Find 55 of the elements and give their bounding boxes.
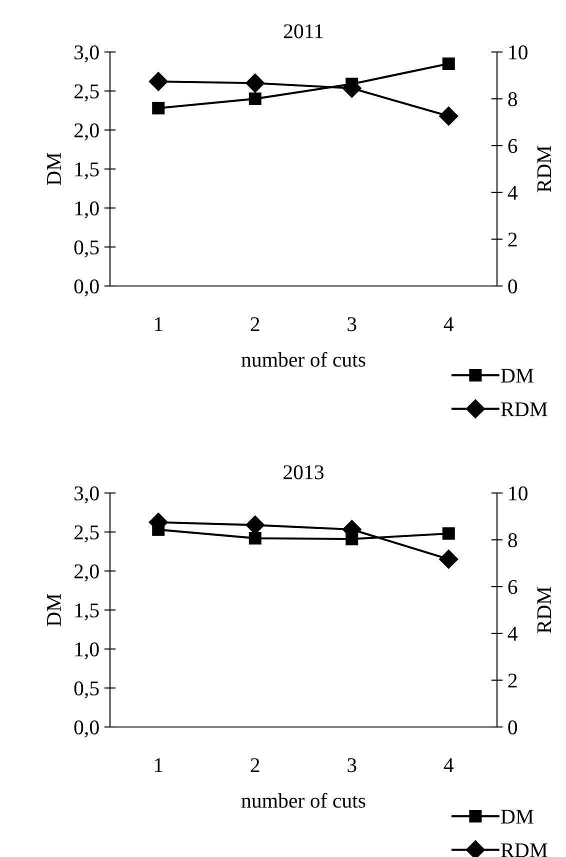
y2-tick-label: 0 xyxy=(508,279,518,294)
x-tick-label: 4 xyxy=(444,758,454,772)
y-tick-label: 1,0 xyxy=(75,642,99,660)
point xyxy=(442,527,455,540)
y2-tick-label: 8 xyxy=(508,533,518,548)
x-tick-label: 3 xyxy=(348,758,356,772)
y2-tick-label: 0 xyxy=(508,720,518,734)
y-tick-label: 1,0 xyxy=(75,201,99,218)
x-tick-label: 1 xyxy=(155,758,162,772)
y-tick-label: 3,0 xyxy=(74,486,99,504)
y2-tick-label: 6 xyxy=(508,580,518,594)
legend-label: RDM xyxy=(501,402,548,416)
y-tick-label: 1,5 xyxy=(75,603,99,620)
x-tick-label: 4 xyxy=(444,317,454,332)
chart-title: 2013 xyxy=(284,465,324,480)
y-tick-label: 2,5 xyxy=(74,84,99,102)
y-tick-label: 1,5 xyxy=(75,162,99,180)
y-axis-title: DM xyxy=(47,594,61,626)
y-tick-label: 3,0 xyxy=(74,45,99,62)
legend-label: DM xyxy=(501,368,534,383)
y2-tick-label: 4 xyxy=(508,186,518,200)
y-tick-label: 0,0 xyxy=(74,720,99,738)
y-axis-title: DM xyxy=(47,152,61,186)
y2-axis-title: RDM xyxy=(537,146,552,192)
legend-label: RDM xyxy=(501,843,548,857)
x-tick-label: 3 xyxy=(348,317,356,332)
point xyxy=(248,532,262,544)
y2-tick-label: 2 xyxy=(508,674,517,688)
y2-tick-label: 6 xyxy=(508,139,518,154)
point xyxy=(442,57,455,70)
x-tick-label: 2 xyxy=(250,317,260,332)
y-tick-label: 2,5 xyxy=(74,525,99,542)
point xyxy=(148,72,168,92)
x-tick-label: 2 xyxy=(250,758,260,772)
y-tick-label: 0,0 xyxy=(74,279,99,296)
y2-tick-label: 4 xyxy=(508,626,518,641)
chart-title: 2011 xyxy=(284,24,323,38)
x-tick-label: 1 xyxy=(155,317,162,332)
y2-tick-label: 8 xyxy=(508,92,518,106)
point xyxy=(439,106,458,126)
x-axis-title: number of cuts xyxy=(241,792,366,808)
y2-tick-label: 10 xyxy=(509,486,528,500)
y-tick-label: 2,0 xyxy=(74,123,99,140)
point xyxy=(248,92,262,106)
y2-tick-label: 10 xyxy=(509,45,528,60)
y2-axis-title: RDM xyxy=(537,586,552,634)
x-axis-title: number of cuts xyxy=(241,352,366,367)
y-tick-label: 0,5 xyxy=(74,240,99,258)
y-tick-label: 2,0 xyxy=(74,564,99,582)
point xyxy=(439,550,458,569)
y2-tick-label: 2 xyxy=(508,232,517,246)
point xyxy=(246,74,265,93)
y-tick-label: 0,5 xyxy=(74,681,99,698)
point xyxy=(152,102,165,114)
legend-label: DM xyxy=(501,810,534,824)
